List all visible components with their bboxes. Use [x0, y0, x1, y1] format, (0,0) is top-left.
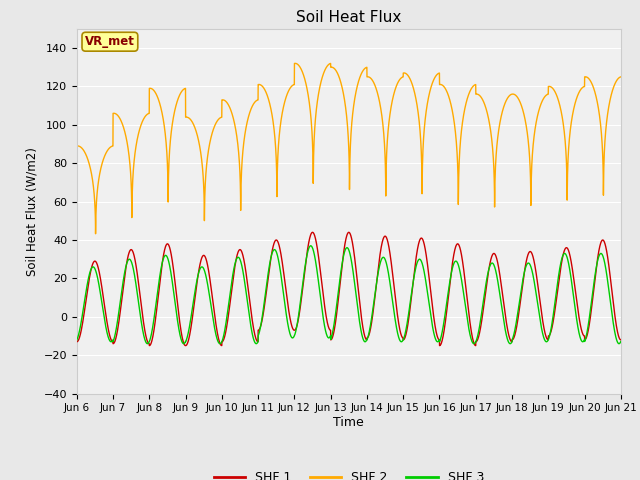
- Title: Soil Heat Flux: Soil Heat Flux: [296, 10, 401, 25]
- Text: VR_met: VR_met: [85, 35, 135, 48]
- Legend: SHF 1, SHF 2, SHF 3: SHF 1, SHF 2, SHF 3: [209, 467, 489, 480]
- Y-axis label: Soil Heat Flux (W/m2): Soil Heat Flux (W/m2): [25, 147, 38, 276]
- X-axis label: Time: Time: [333, 416, 364, 429]
